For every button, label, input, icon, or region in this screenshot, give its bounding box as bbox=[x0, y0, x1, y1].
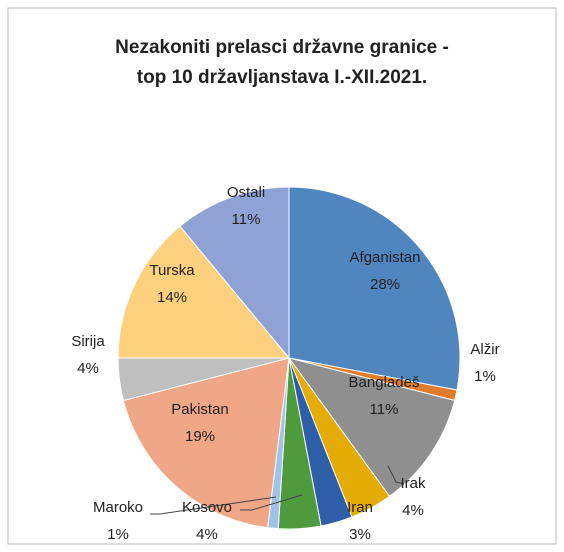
pie bbox=[117, 186, 461, 530]
leader-line bbox=[387, 465, 405, 485]
slice-label: Maroko bbox=[93, 499, 143, 516]
value-label: 4% bbox=[77, 360, 99, 377]
slice-label: Pakistan bbox=[171, 401, 229, 418]
pie-slice bbox=[122, 357, 290, 529]
pie-slice bbox=[288, 186, 461, 391]
slice-label: Turska bbox=[149, 262, 195, 279]
slice-label: Bangladeš bbox=[349, 374, 420, 391]
slice-label: Kosovo bbox=[182, 499, 232, 516]
value-label: 4% bbox=[196, 526, 218, 543]
leader-lines bbox=[150, 465, 405, 515]
value-label: 11% bbox=[370, 401, 399, 418]
slice-label: Afganistan bbox=[350, 249, 421, 266]
chart-title: top 10 državljanstava I.-XII.2021. bbox=[137, 67, 427, 88]
value-label: 28% bbox=[370, 276, 400, 293]
slice-label: Iran bbox=[347, 499, 373, 516]
chart-title: Nezakoniti prelasci državne granice - bbox=[115, 37, 449, 58]
slice-label: Ostali bbox=[227, 184, 265, 201]
value-label: 14% bbox=[157, 289, 187, 306]
value-label: 3% bbox=[349, 526, 371, 543]
slice-label: Sirija bbox=[71, 333, 105, 350]
leader-line bbox=[150, 496, 277, 515]
slice-label: Alžir bbox=[470, 341, 499, 358]
pie-slice bbox=[179, 186, 290, 360]
value-label: 19% bbox=[185, 428, 215, 445]
value-label: 4% bbox=[402, 502, 424, 519]
pie-slice bbox=[287, 357, 456, 498]
pie-slice bbox=[117, 225, 291, 359]
slice-label: Irak bbox=[400, 475, 426, 492]
value-label: 1% bbox=[474, 368, 496, 385]
value-label: 1% bbox=[107, 526, 129, 543]
value-label: 11% bbox=[232, 211, 261, 228]
leader-line bbox=[240, 494, 303, 511]
